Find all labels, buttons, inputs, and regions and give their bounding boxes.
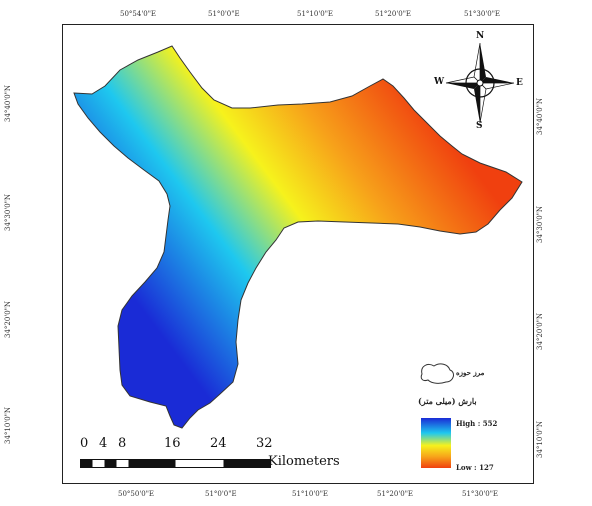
west-label: W [434, 77, 445, 87]
lon-tick-top: 51°30'0"E [464, 10, 501, 18]
ramp-high-label: High : 552 [456, 419, 498, 428]
scale-number: 24 [210, 436, 227, 451]
lon-tick-bottom: 50°50'0"E [118, 490, 155, 498]
scale-number: 4 [99, 436, 108, 451]
scale-number: 8 [118, 436, 127, 451]
scale-number: 0 [80, 436, 89, 451]
ramp-low-label: Low : 127 [456, 463, 494, 472]
boundary-swatch-icon [420, 363, 454, 384]
scale-bar-graphic [80, 459, 271, 468]
compass-rose-icon [445, 42, 515, 124]
north-label: N [476, 31, 485, 41]
lon-tick-top: 51°20'0"E [375, 10, 412, 18]
lon-tick-top: 50°54'0"E [120, 10, 157, 18]
lon-tick-bottom: 51°0'0"E [205, 490, 237, 498]
scale-number: 32 [256, 436, 273, 451]
ramp-title: بارش (میلی متر) [418, 396, 477, 406]
lon-tick-bottom: 51°20'0"E [377, 490, 414, 498]
basin-boundary [73, 45, 523, 429]
lon-tick-bottom: 51°10'0"E [292, 490, 329, 498]
map-frame [62, 24, 534, 484]
precipitation-ramp [421, 418, 451, 468]
north-arrow: N S E W [434, 31, 523, 133]
east-label: E [516, 78, 523, 88]
lon-tick-top: 51°10'0"E [297, 10, 334, 18]
scale-number: 16 [164, 436, 181, 451]
scale-unit-label: Kilometers [268, 454, 340, 469]
boundary-label: مرز حوزه [456, 368, 485, 377]
south-label: S [476, 121, 483, 131]
lon-tick-bottom: 51°30'0"E [462, 490, 499, 498]
lon-tick-top: 51°0'0"E [208, 10, 240, 18]
